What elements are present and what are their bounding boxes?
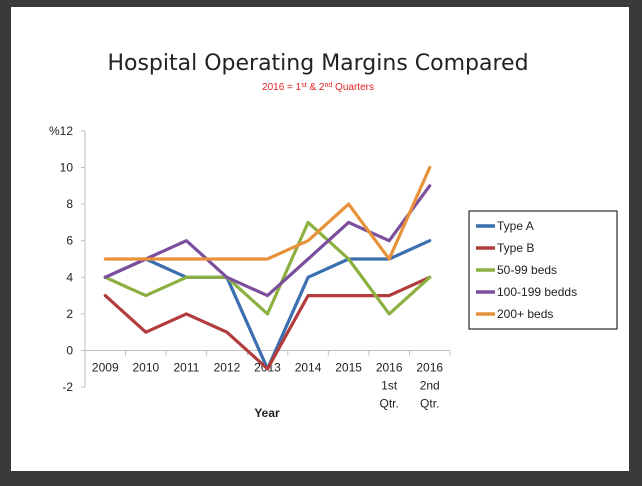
x-tick-label: 2010 (132, 361, 159, 375)
series-line-100-199-bedds (103, 184, 432, 298)
y-tick-label: 8 (66, 197, 73, 211)
x-tick-label: 2016 2nd Qtr. (416, 361, 443, 411)
x-tick-label: 2015 (335, 361, 362, 375)
series-line-200-beds (103, 165, 432, 261)
x-axis-title: Year (254, 406, 280, 420)
legend-entry: Type A (497, 219, 534, 233)
chart: Hospital Operating Margins Compared 2016… (49, 51, 618, 420)
legend-entry: 100-199 bedds (497, 285, 577, 299)
x-tick-label: 2011 (173, 361, 199, 375)
legend: Type A Type B 50-99 beds 100-199 bedds 200+ … (468, 210, 618, 330)
series-layer (103, 165, 432, 371)
x-tick-label: 2009 (92, 361, 119, 375)
chart-frame: Hospital Operating Margins Compared 2016… (11, 7, 629, 471)
series-line-50-99-beds (103, 220, 432, 316)
chart-title: Hospital Operating Margins Compared (107, 51, 528, 76)
y-axis-label: % (49, 124, 60, 138)
y-tick-label: -2 (62, 380, 73, 394)
x-tick-label: 2014 (295, 361, 322, 375)
y-tick-label: 12 (60, 124, 74, 138)
legend-entry: 50-99 beds (497, 263, 557, 277)
y-tick-label: 4 (66, 270, 73, 284)
y-tick-label: 2 (66, 307, 73, 321)
chart-subtitle: 2016 = 1st & 2nd Quarters (262, 82, 374, 94)
y-tick-label: 0 (66, 344, 73, 358)
x-tick-label: 2012 (214, 361, 241, 375)
y-tick-label: 6 (66, 234, 73, 248)
legend-entry: 200+ beds (497, 307, 553, 321)
x-tick-label: 2016 1st Qtr. (376, 361, 403, 411)
y-tick-label: 10 (60, 161, 74, 175)
legend-entry: Type B (497, 241, 534, 255)
